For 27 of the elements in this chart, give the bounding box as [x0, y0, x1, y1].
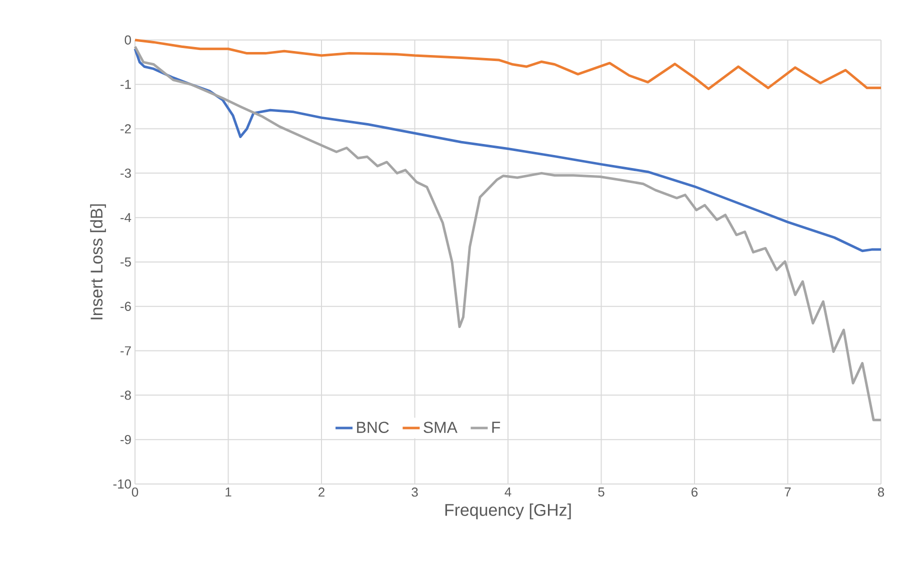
- y-tick-label: -3: [120, 168, 131, 178]
- line-series: [134, 38, 882, 90]
- y-tick-label: -6: [120, 302, 131, 311]
- y-tick-label: -1: [120, 80, 131, 89]
- x-tick-label: 0: [132, 488, 138, 497]
- x-axis-title: Frequency [GHz]: [445, 504, 571, 520]
- y-tick-label: 0: [124, 35, 131, 45]
- y-axis-title: Insert Loss [dB]: [90, 204, 106, 320]
- x-tick-label: 6: [692, 488, 698, 497]
- x-tick-label: 2: [318, 488, 324, 497]
- legend-label: SMA: [424, 422, 458, 434]
- x-tick-label: 3: [412, 488, 418, 497]
- y-tick-label: -4: [120, 213, 132, 222]
- y-tick-label: -8: [120, 390, 131, 400]
- x-tick-label: 1: [226, 488, 232, 496]
- y-tick-label: -2: [120, 124, 131, 134]
- y-tick-label: -10: [113, 479, 131, 489]
- x-tick-label: 4: [504, 488, 512, 496]
- y-tick-label: -7: [120, 346, 131, 356]
- y-tick-label: -5: [120, 257, 131, 266]
- x-tick-label: 5: [598, 488, 604, 497]
- line-series: [134, 48, 882, 252]
- legend-label: F: [492, 422, 500, 433]
- y-tick-label: -9: [120, 434, 131, 444]
- legend-label: BNC: [357, 422, 389, 434]
- x-tick-label: 8: [878, 488, 884, 497]
- x-tick-label: 7: [784, 488, 791, 496]
